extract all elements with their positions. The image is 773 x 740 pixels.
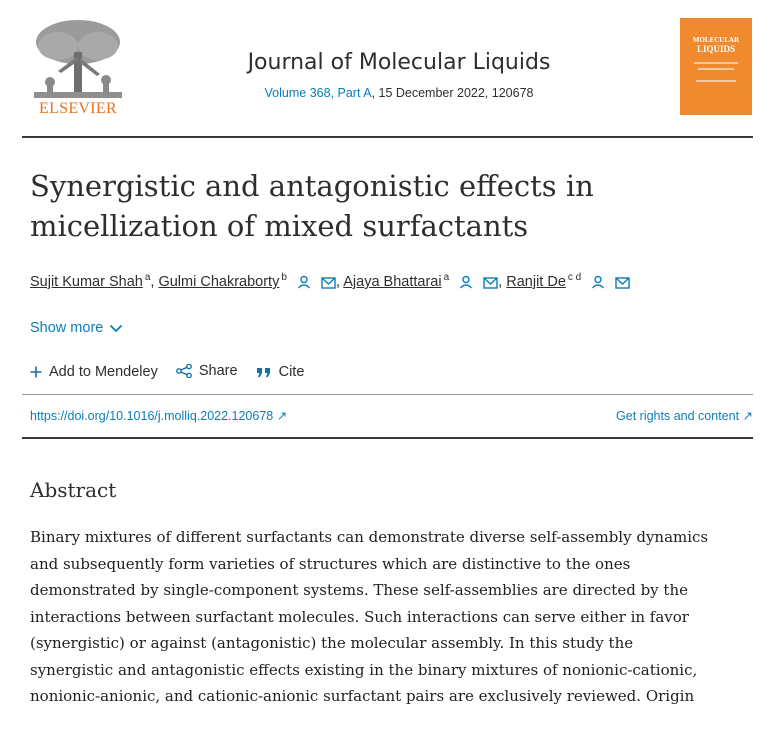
journal-title[interactable]: Journal of Molecular Liquids xyxy=(247,50,551,75)
share-label: Share xyxy=(198,363,238,379)
abstract-line: Binary mixtures of different surfactants… xyxy=(30,528,709,546)
header-divider xyxy=(22,136,753,138)
abstract-line: and subsequently form varieties of struc… xyxy=(30,554,631,573)
show-more-button[interactable]: Show more xyxy=(30,320,123,336)
volume-link[interactable]: Volume 368, Part A xyxy=(264,86,372,100)
author-affiliation[interactable]: a xyxy=(144,272,151,283)
abstract-text: Binary mixtures of different surfactants… xyxy=(30,524,755,710)
author-name[interactable]: Gulmi Chakraborty xyxy=(158,273,280,290)
author-affiliation[interactable]: c d xyxy=(567,272,582,283)
volume-details: , 15 December 2022, 120678 xyxy=(371,86,534,100)
publisher-name: ELSEVIER xyxy=(39,100,117,117)
email-icon[interactable] xyxy=(483,277,498,293)
quote-icon xyxy=(256,368,270,377)
author-affiliation[interactable]: b xyxy=(281,272,287,283)
cover-text-line xyxy=(698,68,734,70)
author-name[interactable]: Ajaya Bhattarai xyxy=(343,273,442,290)
abstract-line: synergistic and antagonistic effects exi… xyxy=(30,660,698,679)
elsevier-logo[interactable]: ELSEVIER xyxy=(28,16,128,120)
cover-title-line1: MOLECULAR xyxy=(692,36,740,44)
share-button[interactable]: Share xyxy=(175,363,238,379)
share-icon xyxy=(175,364,192,378)
rights-link[interactable]: Get rights and content ↗ xyxy=(616,409,753,423)
actions-divider xyxy=(22,394,753,395)
chevron-down-icon xyxy=(110,324,123,333)
add-to-mendeley-label: Add to Mendeley xyxy=(49,364,158,380)
show-more-label: Show more xyxy=(30,320,104,336)
journal-cover-thumbnail[interactable]: MOLECULAR LIQUIDS xyxy=(680,18,752,115)
journal-header: ELSEVIER Journal of Molecular Liquids Vo… xyxy=(0,0,773,136)
abstract-line: (synergistic) or against (antagonistic) … xyxy=(30,634,634,652)
author-list: Sujit Kumar Shah a, Gulmi Chakraborty b , … xyxy=(30,272,750,293)
cover-title-line2: LIQUIDS xyxy=(696,44,735,54)
cover-text-line xyxy=(696,80,736,82)
abstract-line: demonstrated by single-component systems… xyxy=(30,581,688,599)
journal-volume: Volume 368, Part A, 15 December 2022, 12… xyxy=(244,86,554,100)
author-name[interactable]: Sujit Kumar Shah xyxy=(30,273,143,290)
links-divider xyxy=(22,437,753,439)
email-icon[interactable] xyxy=(321,277,336,293)
cover-text-line xyxy=(694,62,738,64)
author-affiliation[interactable]: a xyxy=(443,272,450,283)
author-name[interactable]: Ranjit De xyxy=(506,273,566,290)
plus-icon xyxy=(30,366,42,378)
person-icon[interactable] xyxy=(459,275,473,293)
email-icon[interactable] xyxy=(615,277,631,293)
abstract-heading: Abstract xyxy=(30,478,117,502)
add-to-mendeley-button[interactable]: Add to Mendeley xyxy=(30,364,158,380)
abstract-line: interactions between surfactant molecule… xyxy=(30,607,689,626)
abstract-line: nonionic-anionic, and cationic-anionic s… xyxy=(30,687,695,705)
article-actions: Add to Mendeley Share Cite xyxy=(30,363,318,382)
doi-link[interactable]: https://doi.org/10.1016/j.molliq.2022.12… xyxy=(30,409,288,423)
cite-label: Cite xyxy=(278,364,305,380)
article-title: Synergistic and antagonistic effects in … xyxy=(30,169,594,243)
person-icon[interactable] xyxy=(297,275,311,293)
elsevier-tree-icon xyxy=(28,16,128,102)
person-icon[interactable] xyxy=(591,275,605,293)
cite-button[interactable]: Cite xyxy=(256,364,305,380)
